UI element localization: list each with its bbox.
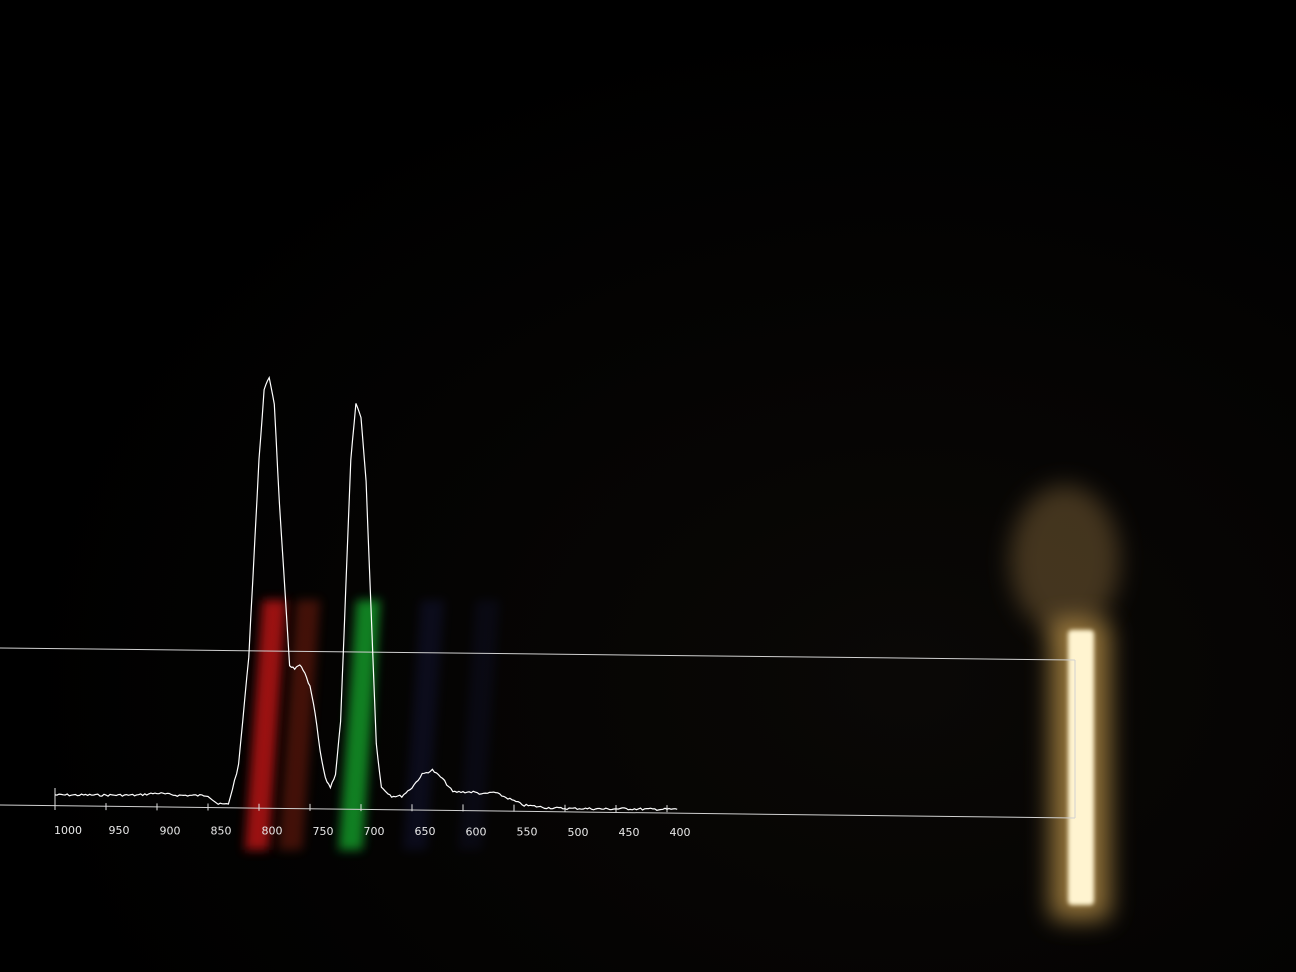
x-tick-label-800: 800 xyxy=(262,825,283,838)
x-tick-label-650: 650 xyxy=(415,825,436,838)
spectrum-band-1 xyxy=(278,600,320,850)
x-tick-label-600: 600 xyxy=(466,825,487,838)
x-tick-label-500: 500 xyxy=(568,826,589,839)
slit-core xyxy=(1068,630,1094,905)
spectrum-bands xyxy=(244,600,500,850)
x-tick-label-1000: 1000 xyxy=(54,824,82,837)
x-axis: 1000 950 900 850 800 750 700 650 600 550 500 450 400 xyxy=(54,788,691,839)
spectrum-band-4 xyxy=(457,600,500,850)
perspective-frame xyxy=(0,647,1076,819)
frame-top-line xyxy=(0,647,1076,661)
x-tick-label-900: 900 xyxy=(160,824,181,837)
x-tick-label-950: 950 xyxy=(109,824,130,837)
x-tick-label-400: 400 xyxy=(670,826,691,839)
light-source xyxy=(1010,485,1120,920)
x-tick-label-850: 850 xyxy=(211,825,232,838)
smoke-glow xyxy=(1010,485,1120,635)
frame-bottom-line xyxy=(0,804,1076,819)
x-tick-label-450: 450 xyxy=(619,826,640,839)
x-tick-label-700: 700 xyxy=(364,825,385,838)
spectrum-band-0 xyxy=(244,600,287,850)
x-tick-label-750: 750 xyxy=(313,825,334,838)
x-tick-label-550: 550 xyxy=(517,826,538,839)
spectrum-band-3 xyxy=(402,600,445,850)
spectrum-band-2 xyxy=(338,600,381,850)
spectrum-line xyxy=(54,375,678,811)
